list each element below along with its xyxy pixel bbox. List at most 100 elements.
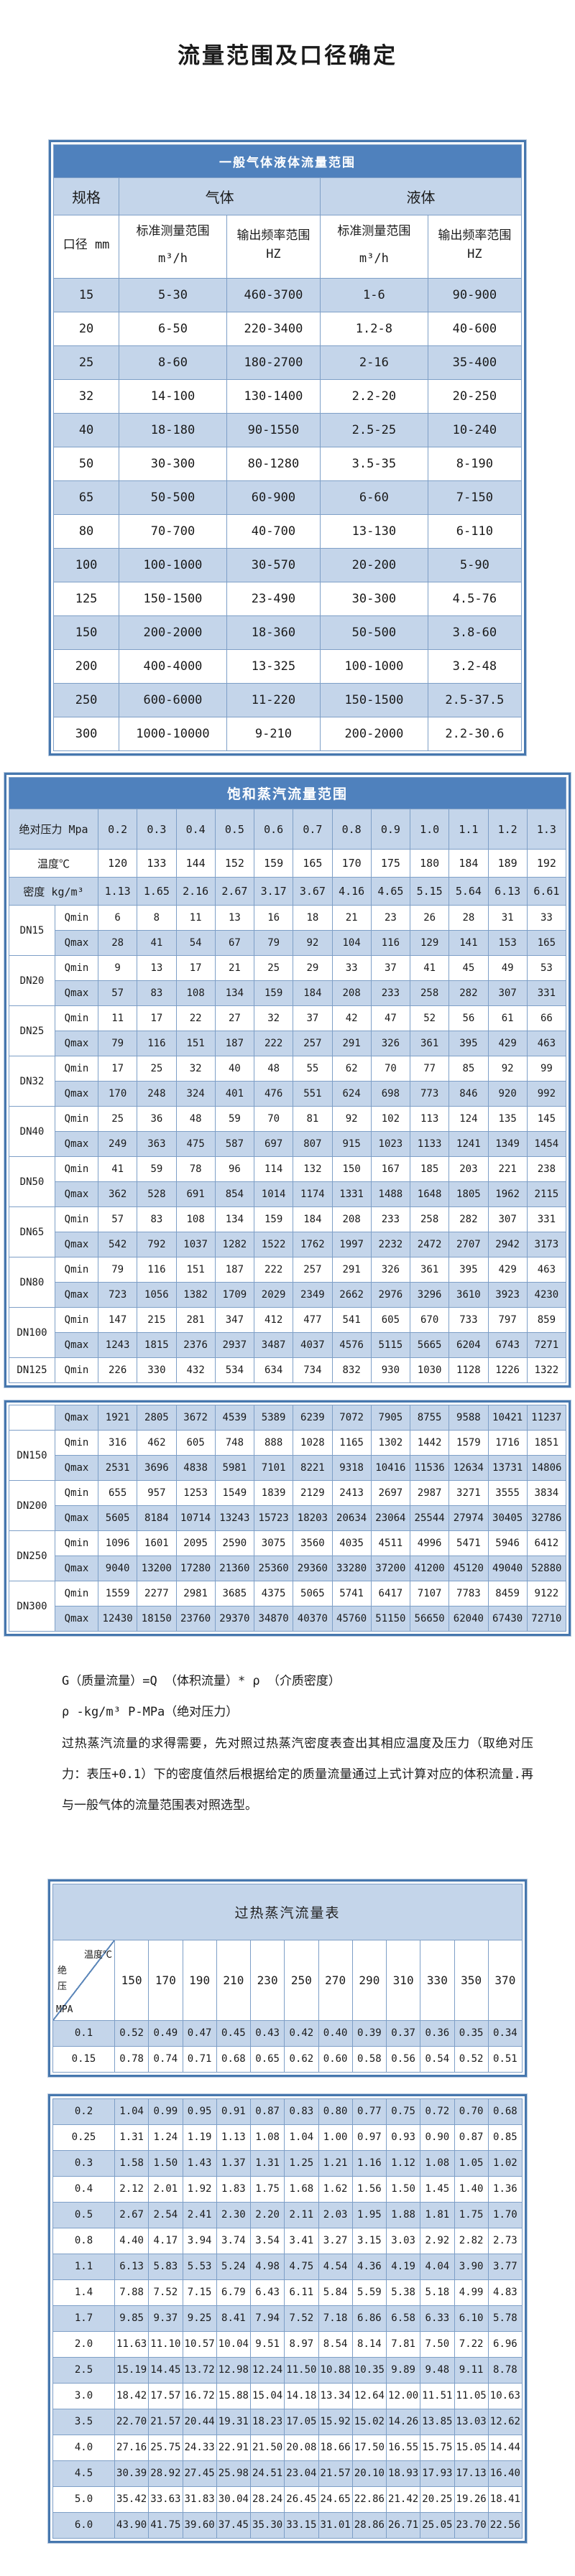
pressure-value: 0.6 bbox=[253, 809, 294, 850]
density-value: 1.62 bbox=[318, 2175, 353, 2203]
flow-value: 187 bbox=[214, 1031, 255, 1056]
flow-value: 185 bbox=[409, 1156, 450, 1182]
table2-q-row: Qmax 1921 2805 3672 4539 5389 6239 7072 7905 8755… bbox=[9, 1405, 567, 1431]
density-value: 2.20 bbox=[249, 2201, 285, 2228]
density-value: 0.62 bbox=[284, 2045, 319, 2073]
flow-value: 4539 bbox=[214, 1405, 255, 1431]
pressure-label: 0.4 bbox=[52, 2175, 115, 2203]
diagonal-divider bbox=[53, 1940, 114, 2020]
temperature-value: 175 bbox=[370, 849, 411, 878]
flow-value: 226 bbox=[97, 1357, 138, 1383]
liquid-freq-cell: 20-250 bbox=[427, 379, 523, 414]
density-value: 3.77 bbox=[487, 2253, 523, 2280]
density-value: 5.15 bbox=[409, 877, 450, 906]
flow-value: 6417 bbox=[370, 1581, 411, 1606]
flow-value: 7107 bbox=[409, 1581, 450, 1606]
liquid-freq-cell: 3.2-48 bbox=[427, 649, 523, 684]
temperature-header: 310 bbox=[385, 1939, 421, 2021]
liquid-range-cell: 2-16 bbox=[320, 345, 428, 380]
q-type-label: Qmin bbox=[55, 1257, 98, 1283]
flow-value: 49040 bbox=[487, 1556, 528, 1581]
flow-value: 3487 bbox=[253, 1332, 294, 1358]
flow-value: 18150 bbox=[137, 1606, 177, 1632]
flow-value: 32786 bbox=[526, 1505, 567, 1531]
flow-value: 282 bbox=[448, 980, 489, 1006]
flow-value: 3555 bbox=[487, 1480, 528, 1506]
q-type-label: Qmax bbox=[55, 1556, 98, 1581]
liquid-range-cell: 13-130 bbox=[320, 514, 428, 549]
density-value: 7.94 bbox=[249, 2305, 285, 2332]
flow-value: 85 bbox=[448, 1056, 489, 1082]
liquid-range-cell: 3.5-35 bbox=[320, 447, 428, 481]
flow-value: 258 bbox=[409, 1206, 450, 1232]
flow-value: 1601 bbox=[137, 1530, 177, 1556]
density-value: 25.05 bbox=[420, 2511, 455, 2539]
gas-freq-header-label: 输出频率范围 HZ bbox=[236, 228, 310, 261]
flow-value: 5471 bbox=[448, 1530, 489, 1556]
pressure-label: 2.0 bbox=[52, 2330, 115, 2358]
density-value: 0.52 bbox=[114, 2019, 150, 2047]
density-value: 1.75 bbox=[454, 2201, 489, 2228]
density-value: 23.04 bbox=[284, 2460, 319, 2487]
density-value: 0.40 bbox=[318, 2019, 353, 2047]
pressure-label: 0.8 bbox=[52, 2227, 115, 2254]
flow-value: 32 bbox=[175, 1056, 216, 1082]
flow-value: 475 bbox=[175, 1131, 216, 1157]
flow-value: 6 bbox=[97, 905, 138, 931]
density-value: 0.78 bbox=[114, 2045, 150, 2073]
flow-value: 114 bbox=[253, 1156, 294, 1182]
flow-value: 1028 bbox=[293, 1430, 333, 1456]
flow-value: 2413 bbox=[331, 1480, 372, 1506]
flow-value: 67430 bbox=[487, 1606, 528, 1632]
table2-title-row: 饱和蒸汽流量范围 bbox=[9, 777, 566, 809]
flow-value: 34870 bbox=[253, 1606, 294, 1632]
density-value: 6.96 bbox=[487, 2330, 523, 2358]
flow-value: 1382 bbox=[175, 1282, 216, 1308]
density-value: 4.40 bbox=[114, 2227, 150, 2254]
pressure-value: 1.3 bbox=[526, 809, 567, 850]
flow-value: 362 bbox=[97, 1181, 138, 1207]
flow-value: 462 bbox=[137, 1430, 177, 1456]
flow-value: 2232 bbox=[370, 1232, 411, 1257]
flow-value: 23 bbox=[370, 905, 411, 931]
pressure-label: 3.5 bbox=[52, 2408, 115, 2435]
flow-value: 10421 bbox=[487, 1405, 528, 1431]
density-value: 2.12 bbox=[114, 2175, 150, 2203]
table2-q-row: Qmax 79 116 151 187 222 257 291 326 361 395 429 463 bbox=[9, 1031, 567, 1056]
flow-value: 22 bbox=[175, 1005, 216, 1031]
flow-value: 655 bbox=[97, 1480, 138, 1506]
flow-value: 363 bbox=[137, 1131, 177, 1157]
flow-value: 2129 bbox=[293, 1480, 333, 1506]
table3-title-row: 过热蒸汽流量表 bbox=[52, 1883, 523, 1940]
table2-q-row: DN40 Qmin 25 36 48 59 70 81 92 102 113 124 135 145 bbox=[9, 1106, 567, 1157]
density-value: 0.42 bbox=[284, 2019, 319, 2047]
flow-value: 587 bbox=[214, 1131, 255, 1157]
table1-body: 15 5-30 460-3700 1-6 90-900 20 6-50 220-3400 1.2… bbox=[52, 278, 523, 751]
temperature-header: 270 bbox=[318, 1939, 353, 2021]
flow-value: 930 bbox=[370, 1357, 411, 1383]
density-value: 1.70 bbox=[487, 2201, 523, 2228]
flow-value: 4230 bbox=[526, 1282, 567, 1308]
temperature-value: 165 bbox=[293, 849, 333, 878]
flow-value: 1282 bbox=[214, 1232, 255, 1257]
density-value: 4.98 bbox=[249, 2253, 285, 2280]
density-value: 1.81 bbox=[420, 2201, 455, 2228]
density-value: 0.35 bbox=[454, 2019, 489, 2047]
table3-body-1: 0.1 0.52 0.49 0.47 0.45 0.43 0.42 0.40 0.39 0.37 0… bbox=[52, 2019, 523, 2073]
flow-value: 2987 bbox=[409, 1480, 450, 1506]
flow-value: 92 bbox=[293, 930, 333, 956]
density-value: 6.33 bbox=[420, 2305, 455, 2332]
flow-value: 307 bbox=[487, 980, 528, 1006]
density-value: 15.04 bbox=[249, 2382, 285, 2409]
table2-q-row: Qmax 9040 13200 17280 21360 25360 29360 33280 37… bbox=[9, 1556, 567, 1581]
flow-value: 170 bbox=[97, 1081, 138, 1107]
flow-value: 3672 bbox=[175, 1405, 216, 1431]
flow-value: 723 bbox=[97, 1282, 138, 1308]
table3-pressure-row: 3.5 22.70 21.57 20.44 19.31 18.23 17.05 15.92 15… bbox=[52, 2408, 523, 2435]
flow-value: 4037 bbox=[293, 1332, 333, 1358]
gas-freq-cell: 9-210 bbox=[226, 717, 321, 751]
flow-value: 17280 bbox=[175, 1556, 216, 1581]
liquid-freq-cell: 6-110 bbox=[427, 514, 523, 549]
q-type-label: Qmax bbox=[55, 1332, 98, 1358]
temperature-label: 温度℃ bbox=[9, 849, 98, 878]
